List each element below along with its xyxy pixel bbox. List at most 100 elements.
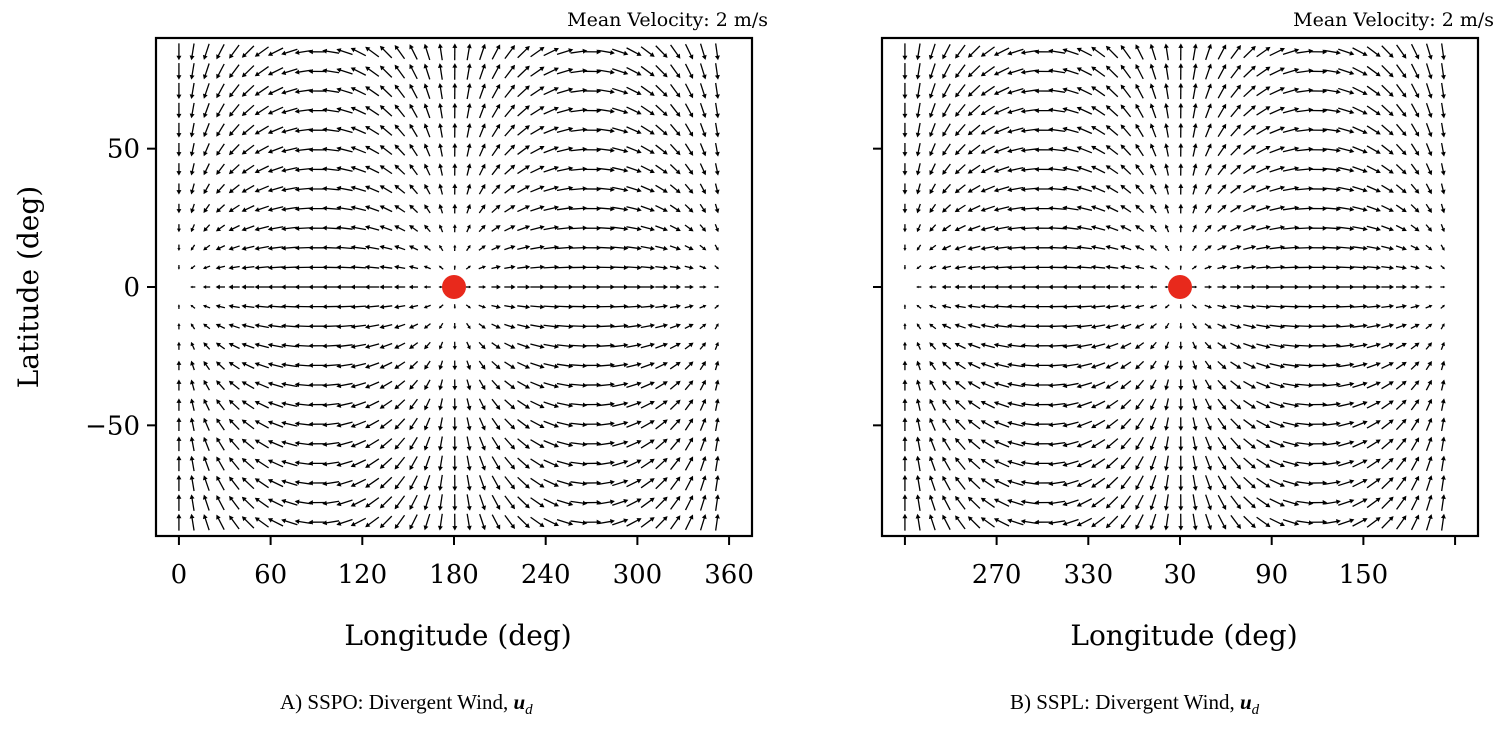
wind-arrow bbox=[640, 265, 655, 271]
wind-arrow bbox=[684, 123, 694, 137]
wind-arrow bbox=[967, 457, 981, 470]
wind-arrow bbox=[176, 417, 182, 432]
wind-arrow bbox=[1338, 459, 1355, 467]
wind-arrow bbox=[1282, 402, 1300, 408]
wind-arrow bbox=[916, 203, 921, 214]
wind-arrow bbox=[670, 495, 681, 510]
wind-arrow bbox=[1020, 167, 1038, 173]
wind-arrow bbox=[394, 399, 406, 410]
wind-arrow bbox=[942, 361, 952, 370]
wind-arrow bbox=[1352, 381, 1368, 388]
wind-arrow bbox=[993, 245, 1010, 251]
wind-arrow bbox=[1076, 343, 1093, 349]
wind-arrow bbox=[1192, 102, 1198, 119]
wind-arrow bbox=[350, 126, 367, 135]
wind-arrow bbox=[466, 474, 472, 491]
wind-arrow bbox=[1150, 398, 1157, 411]
wind-arrow bbox=[254, 225, 269, 232]
wind-arrow bbox=[336, 48, 353, 56]
wind-arrow bbox=[281, 401, 298, 407]
wind-arrow bbox=[699, 244, 707, 251]
wind-arrow bbox=[409, 475, 418, 491]
wind-arrow bbox=[640, 303, 655, 309]
wind-arrow bbox=[942, 399, 951, 411]
wind-arrow bbox=[466, 379, 472, 391]
wind-arrow bbox=[902, 183, 908, 195]
wind-arrow bbox=[281, 303, 298, 309]
wind-arrow bbox=[993, 86, 1010, 95]
wind-arrow bbox=[1396, 476, 1407, 490]
wind-arrow bbox=[669, 143, 681, 156]
wind-arrow bbox=[1076, 67, 1093, 76]
wind-arrow bbox=[699, 102, 707, 119]
wind-arrow bbox=[1048, 363, 1066, 369]
wind-arrow bbox=[267, 186, 284, 193]
wind-arrow bbox=[478, 183, 486, 195]
wind-arrow bbox=[176, 63, 182, 80]
wind-arrow bbox=[504, 437, 516, 450]
caption-b-math: u bbox=[1239, 690, 1252, 714]
wind-arrow bbox=[640, 225, 655, 232]
wind-arrow bbox=[1191, 304, 1197, 309]
wind-arrow bbox=[1217, 264, 1227, 270]
wind-arrow bbox=[1381, 164, 1394, 174]
wind-arrow bbox=[465, 265, 471, 270]
wind-arrow bbox=[1192, 341, 1197, 350]
wind-arrow bbox=[929, 398, 936, 411]
wind-arrow bbox=[902, 360, 908, 371]
wind-arrow bbox=[530, 205, 545, 212]
wind-arrow bbox=[479, 43, 486, 61]
wind-arrow bbox=[556, 363, 574, 369]
wind-arrow bbox=[176, 379, 182, 391]
wind-arrow bbox=[1091, 458, 1106, 468]
wind-arrow bbox=[556, 441, 574, 448]
wind-arrow bbox=[1034, 362, 1052, 368]
wind-arrow bbox=[241, 496, 255, 509]
wind-arrow bbox=[1282, 343, 1300, 349]
wind-arrow bbox=[626, 245, 642, 251]
wind-arrow bbox=[254, 46, 269, 57]
wind-arrow bbox=[1149, 245, 1157, 251]
wind-arrow bbox=[916, 360, 921, 371]
wind-arrow bbox=[1230, 399, 1242, 410]
wind-arrow bbox=[1410, 63, 1420, 79]
wind-arrow bbox=[598, 479, 615, 485]
wind-arrow bbox=[1091, 46, 1106, 58]
wind-arrow bbox=[929, 103, 936, 119]
wind-arrow bbox=[294, 440, 312, 446]
wind-arrow bbox=[902, 494, 908, 511]
wind-arrow bbox=[409, 163, 418, 176]
wind-arrow bbox=[1269, 126, 1285, 134]
wind-arrow bbox=[379, 342, 393, 349]
wind-arrow bbox=[466, 513, 472, 531]
wind-arrow bbox=[281, 440, 298, 447]
wind-arrow bbox=[350, 324, 367, 330]
wind-arrow bbox=[504, 205, 516, 213]
wind-arrow bbox=[504, 342, 516, 349]
wind-arrow bbox=[640, 381, 655, 389]
wind-arrow bbox=[176, 474, 182, 492]
wind-arrow bbox=[1256, 419, 1271, 429]
wind-arrow bbox=[915, 455, 921, 472]
wind-arrow bbox=[1243, 65, 1256, 78]
wind-arrow bbox=[466, 322, 471, 330]
wind-arrow bbox=[322, 245, 340, 251]
wind-arrow bbox=[1381, 342, 1394, 349]
wind-arrow bbox=[394, 225, 406, 232]
wind-arrow bbox=[254, 205, 269, 212]
wind-arrow bbox=[1076, 478, 1093, 487]
wind-arrow bbox=[640, 517, 655, 528]
wind-arrow bbox=[1149, 63, 1157, 80]
wind-arrow bbox=[1134, 284, 1145, 290]
wind-arrow bbox=[1062, 107, 1079, 114]
panel-a: Mean Velocity: 2 m/s 0 60 120 180 240 300 360 … bbox=[12, 9, 768, 652]
wind-arrow bbox=[942, 43, 951, 60]
wind-arrow bbox=[176, 102, 182, 119]
wind-arrow bbox=[543, 146, 560, 154]
wind-arrow bbox=[954, 437, 966, 451]
wind-arrow bbox=[684, 380, 694, 391]
wind-arrow bbox=[967, 84, 981, 97]
wind-arrow bbox=[699, 360, 706, 371]
wind-arrow bbox=[336, 107, 353, 114]
wind-arrow bbox=[491, 323, 501, 329]
